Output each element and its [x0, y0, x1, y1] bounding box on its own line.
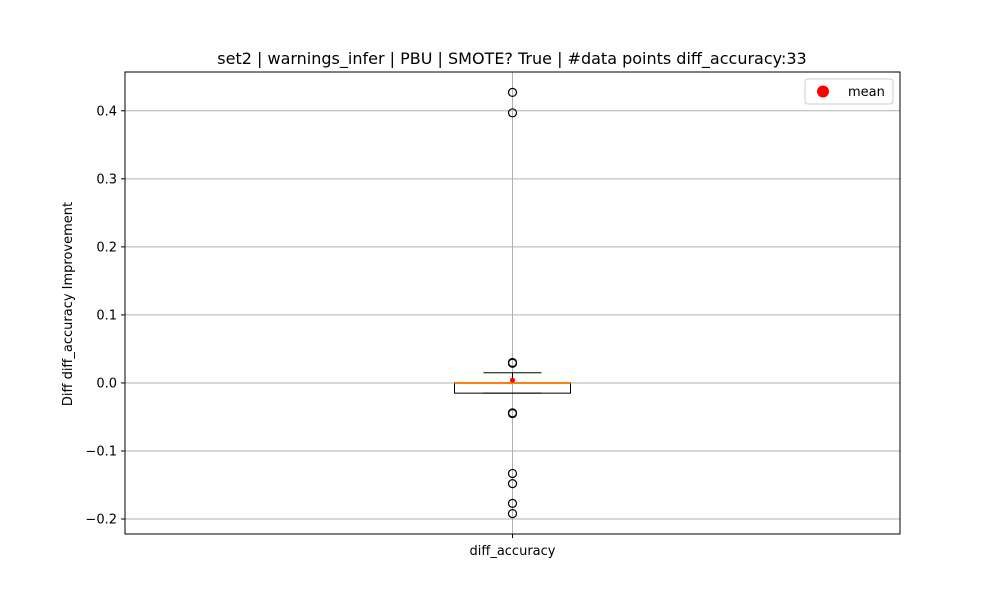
- chart-title: set2 | warnings_infer | PBU | SMOTE? Tru…: [217, 49, 806, 69]
- legend: mean: [804, 78, 894, 105]
- outlier-point: [507, 108, 518, 118]
- y-tick-label: 0.1: [96, 308, 117, 323]
- outlier-point: [507, 508, 518, 519]
- outlier-point: [507, 468, 518, 479]
- legend-mean-label: mean: [848, 85, 885, 100]
- x-tick-label: diff_accuracy: [470, 544, 556, 559]
- plot-layer: [454, 87, 571, 519]
- y-tick-label: 0.2: [96, 240, 117, 255]
- mean-marker: [510, 377, 515, 383]
- legend-mean-marker: [817, 85, 829, 98]
- x-axis: diff_accuracy: [470, 534, 556, 559]
- outlier-point: [507, 479, 518, 489]
- outlier-point: [507, 408, 518, 419]
- outlier-point: [507, 358, 518, 368]
- outlier-point: [507, 87, 518, 98]
- y-tick-label: 0.3: [96, 172, 117, 187]
- y-tick-label: −0.1: [85, 444, 117, 459]
- y-axis-label: Diff diff_accuracy Improvement: [61, 202, 76, 406]
- outlier-point: [507, 498, 518, 508]
- y-tick-label: −0.2: [85, 513, 117, 528]
- y-axis: −0.2 −0.1 0.0 0.1 0.2 0.3 0.4: [85, 104, 125, 528]
- y-tick-label: 0.0: [96, 376, 117, 391]
- legend-frame: [804, 78, 894, 105]
- y-tick-label: 0.4: [96, 104, 117, 119]
